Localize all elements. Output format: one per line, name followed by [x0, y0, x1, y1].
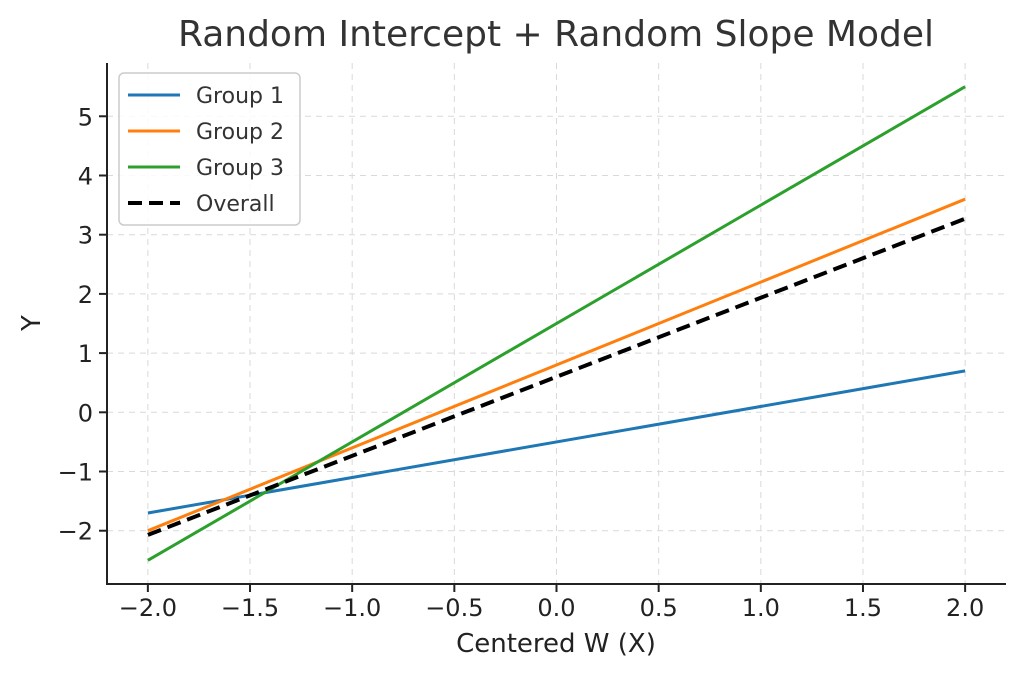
y-tick-label: 1: [78, 340, 93, 368]
x-tick-label: −1.5: [221, 594, 279, 622]
legend-label: Group 2: [196, 120, 284, 145]
x-tick-label: −0.5: [425, 594, 483, 622]
x-tick-label: 1.0: [742, 594, 780, 622]
series-line-group-3: [147, 85, 966, 562]
y-tick-label: 3: [78, 222, 93, 250]
legend-label: Group 3: [196, 156, 284, 181]
x-tick-label: −2.0: [119, 594, 177, 622]
x-tick-label: 2.0: [946, 594, 984, 622]
y-tick-label: −2: [58, 518, 93, 546]
chart-title: Random Intercept + Random Slope Model: [178, 14, 934, 55]
legend-items: Group 1 Group 2 Group 3 Overall: [128, 84, 284, 217]
x-tick-label: 0.5: [640, 594, 678, 622]
legend-label: Overall: [196, 192, 275, 217]
y-tick-label: 0: [78, 399, 93, 427]
grid: [107, 63, 1006, 584]
series-lines: [147, 85, 966, 562]
x-tick-label: 1.5: [844, 594, 882, 622]
legend: Group 1 Group 2 Group 3 Overall: [118, 72, 301, 226]
y-tick-label: 2: [78, 281, 93, 309]
x-tick-label: −1.0: [323, 594, 381, 622]
series-line-group-1: [147, 369, 966, 515]
y-axis-label: Y: [17, 315, 47, 332]
series-line-group-2: [147, 197, 966, 533]
y-tick-label: 4: [78, 162, 93, 190]
y-tick-label: 5: [78, 103, 93, 131]
x-axis-ticks: −2.0 −1.5 −1.0 −0.5 0.0 0.5 1.0 1.5 2.0: [119, 584, 984, 622]
x-axis-label: Centered W (X): [456, 629, 656, 659]
x-tick-label: 0.0: [537, 594, 575, 622]
legend-label: Group 1: [196, 84, 284, 109]
y-tick-label: −1: [58, 459, 93, 487]
y-axis-ticks: −2 −1 0 1 2 3 4 5: [58, 103, 107, 546]
legend-box: [118, 72, 301, 226]
